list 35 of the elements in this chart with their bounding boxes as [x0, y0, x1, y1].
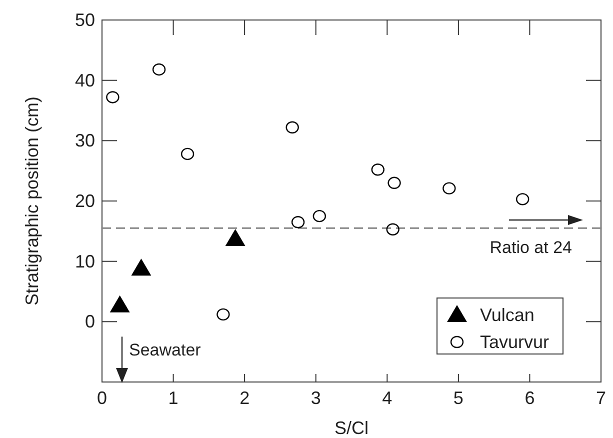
point: [312, 210, 326, 222]
legend-label: Tavurvur: [480, 332, 550, 352]
legend-label: Vulcan: [480, 305, 534, 325]
y-tick-label: 30: [74, 130, 95, 151]
annotation: Seawater: [129, 340, 202, 360]
point: [131, 258, 152, 276]
y-tick-label: 10: [74, 251, 95, 272]
y-axis-title: Stratigraphic position (cm): [22, 96, 42, 306]
x-tick-label: 5: [453, 388, 464, 408]
x-tick-label: 3: [310, 388, 321, 408]
x-tick-label: 4: [382, 388, 392, 408]
point: [291, 216, 305, 228]
y-tick-label: 40: [74, 70, 95, 90]
x-tick-label: 0: [96, 388, 108, 408]
point: [110, 295, 130, 312]
x-tick-label: 1: [168, 388, 178, 408]
ref-line-label: Ratio at 24: [490, 238, 572, 258]
x-tick-label: 2: [240, 388, 250, 408]
x-axis-title: S/Cl: [334, 418, 369, 438]
point: [388, 176, 401, 189]
point: [180, 148, 194, 160]
point: [216, 308, 230, 321]
point: [286, 121, 299, 134]
x-tick-label: 6: [524, 388, 535, 408]
y-tick-label: 20: [74, 191, 95, 211]
point: [371, 164, 384, 176]
point: [106, 91, 120, 104]
x-tick-label: 7: [596, 388, 606, 408]
point: [442, 182, 456, 194]
point: [152, 63, 166, 76]
point: [386, 223, 400, 236]
point: [516, 193, 530, 206]
y-tick-label: 50: [74, 10, 95, 30]
y-tick-label: 0: [84, 312, 95, 332]
point: [225, 229, 246, 246]
